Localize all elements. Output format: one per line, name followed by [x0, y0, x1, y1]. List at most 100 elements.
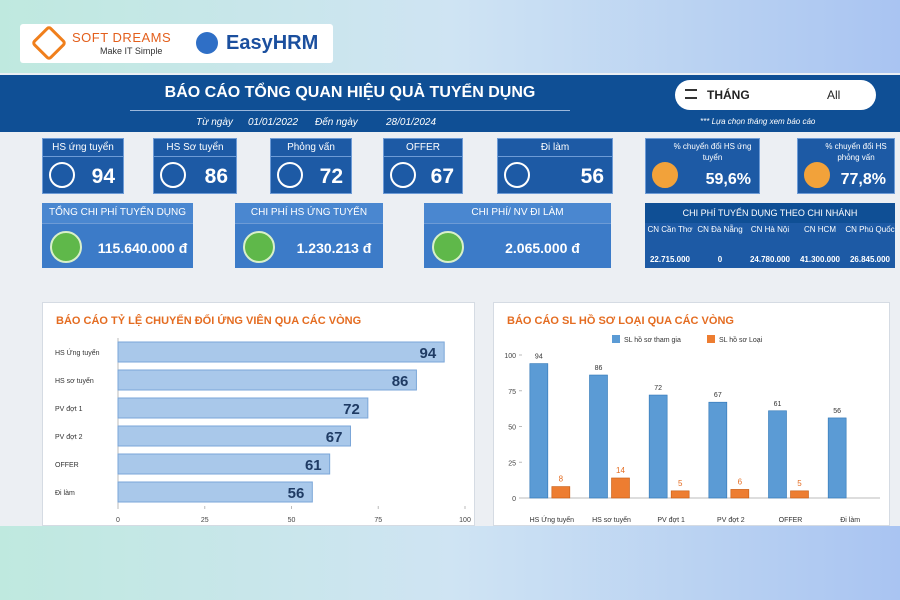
- x-tick-label: HS sơ tuyển: [592, 516, 631, 524]
- from-label: Từ ngày: [196, 117, 233, 128]
- kpi-label: OFFER: [384, 139, 462, 157]
- kpi-value: 67: [430, 165, 454, 188]
- value-label: 61: [774, 401, 782, 408]
- title-rule: [130, 110, 570, 111]
- bar: [551, 486, 571, 499]
- kpi-label: HS ứng tuyển: [43, 139, 123, 157]
- x-tick-label: 75: [374, 517, 382, 524]
- x-tick-label: 50: [288, 517, 296, 524]
- value-label: 56: [833, 408, 841, 415]
- value-label: 14: [616, 466, 625, 475]
- cost-label: CHI PHÍ HS ỨNG TUYỂN: [235, 203, 383, 224]
- chart-title: BÁO CÁO SL HỒ SƠ LOẠI QUA CÁC VÒNG: [507, 314, 734, 327]
- y-tick-label: PV đợt 2: [55, 434, 83, 441]
- dashboard-header: BÁO CÁO TỔNG QUAN HIỆU QUẢ TUYỂN DỤNG Từ…: [0, 75, 900, 132]
- bar: [611, 477, 630, 499]
- filter-icon: [685, 89, 697, 99]
- kpi-value: 72: [319, 165, 343, 188]
- cost-value: 2.065.000 đ: [505, 240, 580, 256]
- value-label: 94: [535, 354, 543, 361]
- y-tick-label: 25: [508, 460, 516, 467]
- branch-name: CN Hà Nội: [750, 225, 790, 234]
- cost-icon: [243, 231, 275, 263]
- kpi-icon: [504, 162, 530, 188]
- value-label: 6: [738, 477, 743, 486]
- x-tick-label: OFFER: [779, 517, 803, 524]
- to-label: Đến ngày: [315, 117, 358, 128]
- kpi-value: 94: [91, 165, 115, 188]
- y-tick-label: 75: [508, 389, 516, 396]
- cost-value: 1.230.213 đ: [296, 240, 372, 256]
- cost-icon: [432, 231, 464, 263]
- bar: [117, 453, 331, 475]
- cost-card: TỔNG CHI PHÍ TUYỂN DỤNG 115.640.000 đ: [42, 203, 193, 268]
- y-tick-label: PV đợt 1: [55, 406, 83, 413]
- month-filter[interactable]: THÁNG All: [675, 80, 876, 110]
- kpi-card: Đi làm 56: [497, 138, 613, 194]
- y-tick-label: Đi làm: [55, 490, 75, 497]
- kpi-label: % chuyển đổi HS ứng tuyển: [673, 142, 752, 162]
- x-tick-label: 25: [201, 517, 209, 524]
- value-label: 72: [654, 385, 662, 392]
- filter-value: All: [827, 88, 841, 102]
- branch-name: CN Cần Thơ: [647, 225, 693, 234]
- kpi-label: Đi làm: [498, 139, 612, 157]
- value-label: 94: [419, 345, 436, 362]
- filter-note: *** Lựa chọn tháng xem báo cáo: [700, 117, 816, 126]
- kpi-value: 77,8%: [840, 171, 886, 188]
- legend-label: SL hồ sơ Loại: [719, 335, 763, 344]
- kpi-icon: [652, 162, 678, 188]
- cost-card: CHI PHÍ HS ỨNG TUYỂN 1.230.213 đ: [235, 203, 383, 268]
- y-tick-label: HS Ứng tuyển: [55, 348, 100, 357]
- branch-name: CN HCM: [804, 225, 836, 234]
- value-label: 67: [326, 429, 343, 446]
- value-label: 5: [797, 479, 802, 488]
- cost-card: CHI PHÍ/ NV ĐI LÀM 2.065.000 đ: [424, 203, 611, 268]
- kpi-card: Phỏng vấn 72: [270, 138, 352, 194]
- x-tick-label: 0: [116, 517, 120, 524]
- value-label: 5: [678, 479, 683, 488]
- bar: [648, 394, 668, 499]
- branch-table: CHI PHÍ TUYỂN DỤNG THEO CHI NHÁNH CN Cần …: [645, 203, 895, 268]
- product: EasyHRM: [226, 32, 319, 54]
- bar: [730, 489, 750, 499]
- kpi-label: % chuyển đổi HS phỏng vấn: [825, 142, 887, 162]
- kpi-label: HS Sơ tuyển: [154, 139, 236, 157]
- bar: [670, 490, 690, 499]
- kpi-card: % chuyển đổi HS ứng tuyển 59,6%: [645, 138, 760, 194]
- value-label: 56: [288, 485, 305, 502]
- x-tick-label: PV đợt 2: [717, 517, 745, 524]
- x-tick-label: PV đợt 1: [657, 517, 685, 524]
- kpi-card: OFFER 67: [383, 138, 463, 194]
- y-tick-label: OFFER: [55, 462, 79, 469]
- filter-label: THÁNG: [707, 88, 750, 102]
- kpi-icon: [277, 162, 303, 188]
- chart-title: BÁO CÁO TỶ LỆ CHUYỂN ĐỔI ỨNG VIÊN QUA CÁ…: [56, 314, 361, 327]
- value-label: 61: [305, 457, 322, 474]
- bar: [117, 397, 369, 419]
- x-tick-label: Đi làm: [840, 517, 860, 524]
- branch-value: 24.780.000: [749, 255, 791, 264]
- legend-label: SL hồ sơ tham gia: [624, 335, 681, 344]
- x-tick-label: 100: [459, 517, 471, 524]
- branch-name: CN Phú Quốc: [845, 225, 895, 234]
- value-label: 67: [714, 392, 722, 399]
- kpi-icon: [804, 162, 830, 188]
- from-date: 01/01/2022: [248, 117, 299, 128]
- bar: [827, 417, 847, 499]
- bar: [529, 363, 549, 499]
- kpi-value: 56: [580, 165, 604, 188]
- kpi-icon: [49, 162, 75, 188]
- kpi-card: HS Sơ tuyển 86: [153, 138, 237, 194]
- to-date: 28/01/2024: [386, 117, 437, 128]
- cost-label: TỔNG CHI PHÍ TUYỂN DỤNG: [42, 203, 193, 224]
- legend-swatch: [612, 335, 620, 343]
- logo-bar: SOFT DREAMS Make IT Simple EasyHRM: [20, 24, 333, 63]
- value-label: 72: [343, 401, 360, 418]
- branch-value: 41.300.000: [799, 255, 841, 264]
- product-icon: [196, 32, 218, 54]
- kpi-card: HS ứng tuyển 94: [42, 138, 124, 194]
- value-label: 8: [559, 475, 564, 484]
